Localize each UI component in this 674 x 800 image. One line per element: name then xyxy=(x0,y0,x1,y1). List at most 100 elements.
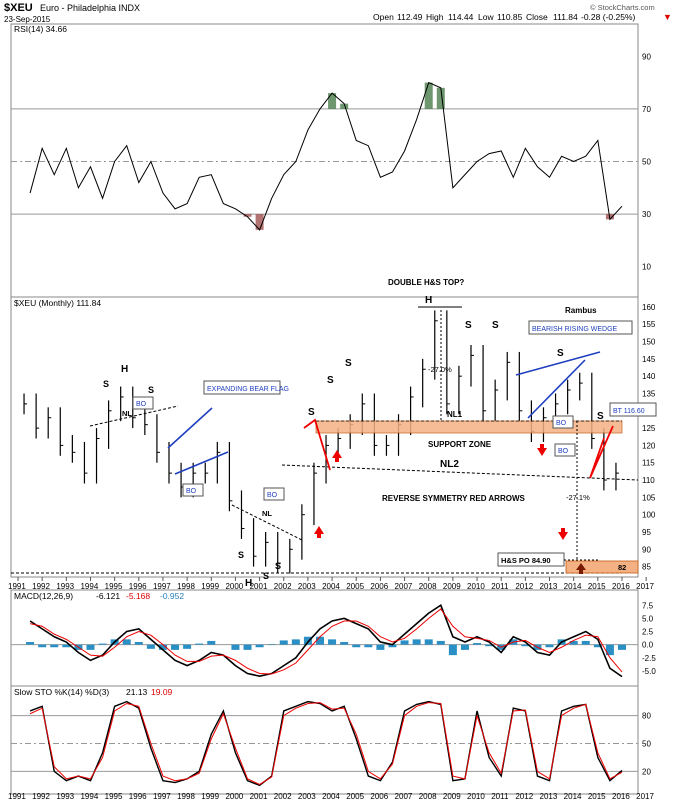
macd-histogram-bar xyxy=(618,644,626,650)
macd-histogram-bar xyxy=(171,644,180,650)
price-tick-label: 115 xyxy=(642,459,655,468)
change-value: -0.28 (-0.25%) xyxy=(581,12,635,22)
top-s-label-4: S xyxy=(465,320,472,331)
bo-label-5: BO xyxy=(558,448,569,455)
price-tick-label: 135 xyxy=(642,389,656,398)
nl1-label: NL1 xyxy=(447,410,463,419)
macd-histogram-bar xyxy=(158,644,167,650)
low-label: Low xyxy=(478,12,494,22)
top-s-label-5: S xyxy=(492,320,499,331)
red-v-left xyxy=(303,418,331,471)
x-tick-label-bottom: 1992 xyxy=(32,792,50,800)
bo-box-5 xyxy=(554,443,576,457)
bt-box xyxy=(609,402,657,417)
macd-histogram-bar xyxy=(50,644,59,648)
left-hs-neckline xyxy=(89,405,179,427)
high-value: 114.44 xyxy=(448,12,474,22)
hs-po-label: H&S PO 84.90 xyxy=(501,556,551,565)
macd-histogram-bar xyxy=(134,642,143,645)
x-tick-label-bottom: 1995 xyxy=(105,792,123,800)
top-s-label-2: S xyxy=(327,375,334,386)
macd-histogram-bar xyxy=(183,644,192,649)
price-tick-label: 150 xyxy=(642,338,656,347)
x-tick-label-bottom: 1998 xyxy=(177,792,195,800)
sto-panel xyxy=(10,685,639,795)
macd-histogram-bar xyxy=(146,644,155,649)
x-tick-label: 1993 xyxy=(56,582,74,591)
price-tick-label: 125 xyxy=(642,424,656,433)
bottom-ls-label: S xyxy=(238,550,244,560)
red-down-arrow-2 xyxy=(558,528,568,540)
bt-label: BT 116.60 xyxy=(613,408,645,415)
x-tick-label-bottom: 2009 xyxy=(443,792,461,800)
x-tick-label: 1996 xyxy=(129,582,147,591)
macd-histogram-bar xyxy=(605,644,614,656)
x-tick-label-bottom: 1993 xyxy=(56,792,74,800)
rambus-label: Rambus xyxy=(565,306,597,315)
price-tick-label: 105 xyxy=(642,493,656,502)
bottom-s-label-2: S xyxy=(275,561,281,571)
right-shoulder-label: S xyxy=(148,385,154,395)
macd-histogram-bar xyxy=(279,640,288,645)
rsi-overbought-mark xyxy=(328,93,337,109)
macd-histogram-bar xyxy=(291,639,300,645)
price-tick-label: 140 xyxy=(642,372,656,381)
x-tick-label-bottom: 2013 xyxy=(540,792,558,800)
bo-box-2 xyxy=(182,483,204,497)
x-tick-label-bottom: 2001 xyxy=(250,792,268,800)
macd-value-2: -5.168 xyxy=(126,591,150,601)
macd-grid: -5.0 -2.5 0.0 2.5 5.0 7.5 xyxy=(11,601,656,676)
reverse-symmetry-label: REVERSE SYMMETRY RED ARROWS xyxy=(382,494,525,503)
macd-tick-label: 2.5 xyxy=(642,628,654,637)
price-tick-label: 145 xyxy=(642,355,656,364)
watermark: © StockCharts.com xyxy=(590,3,655,12)
bo-box-1 xyxy=(132,396,154,410)
top-s-label-7: S xyxy=(597,411,604,422)
price-tick-label: 160 xyxy=(642,303,656,312)
pct-label-2: -27.1% xyxy=(566,493,590,502)
x-tick-label-bottom: 2017 xyxy=(636,792,654,800)
macd-histogram-bar xyxy=(243,644,252,650)
x-tick-label: 2017 xyxy=(636,582,654,591)
macd-histogram-bar xyxy=(303,636,312,645)
price-tick-label: 110 xyxy=(642,476,655,485)
bo-label-3: BO xyxy=(267,492,278,499)
macd-histogram-bar xyxy=(26,642,35,645)
x-tick-label-bottom: 2012 xyxy=(515,792,533,800)
brown-up-arrow xyxy=(576,563,586,574)
open-label: Open xyxy=(373,12,394,22)
top-head-label: H xyxy=(425,295,432,306)
rsi-oversold-mark xyxy=(243,214,252,217)
macd-histogram-bar xyxy=(376,644,385,650)
macd-histogram-bar xyxy=(424,639,433,645)
x-tick-label: 1999 xyxy=(201,582,219,591)
x-axis-ticks: 1991 1991 1992 1992 1993 1993 1994 1994 1995 1995… xyxy=(8,577,655,800)
red-up-arrow-1 xyxy=(332,450,342,462)
top-s-label-6: S xyxy=(557,348,564,359)
macd-histogram-bar xyxy=(448,644,457,656)
macd-tick-label: -5.0 xyxy=(642,667,656,676)
down-arrow-icon: ▼ xyxy=(663,12,672,22)
macd-histogram-bar xyxy=(62,644,71,648)
header: $XEU Euro - Philadelphia INDX 23-Sep-201… xyxy=(4,2,672,24)
symbol: $XEU xyxy=(4,2,33,14)
price-tick-label: 120 xyxy=(642,441,656,450)
rsi-tick-label: 90 xyxy=(642,52,651,61)
macd-histogram-bar xyxy=(316,636,324,645)
x-tick-label-bottom: 2007 xyxy=(395,792,413,800)
macd-tick-label: -2.5 xyxy=(642,654,656,663)
chart-date: 23-Sep-2015 xyxy=(4,15,51,24)
rsi-tick-label: 70 xyxy=(642,105,651,114)
support-zone-label: SUPPORT ZONE xyxy=(428,440,492,449)
macd-histogram-bar xyxy=(86,644,95,650)
red-up-arrow-2 xyxy=(314,526,324,538)
macd-panel xyxy=(10,589,639,687)
x-tick-label: 2002 xyxy=(274,582,292,591)
rsi-panel xyxy=(10,23,639,298)
price-grid: 8590951001051101151201251301351401451501… xyxy=(642,303,656,572)
close-label: Close xyxy=(526,12,548,22)
x-tick-label: 2016 xyxy=(612,582,630,591)
rsi-overbought-mark xyxy=(340,103,349,109)
macd-histogram-bar xyxy=(473,643,482,645)
bo-box-3 xyxy=(263,487,285,501)
